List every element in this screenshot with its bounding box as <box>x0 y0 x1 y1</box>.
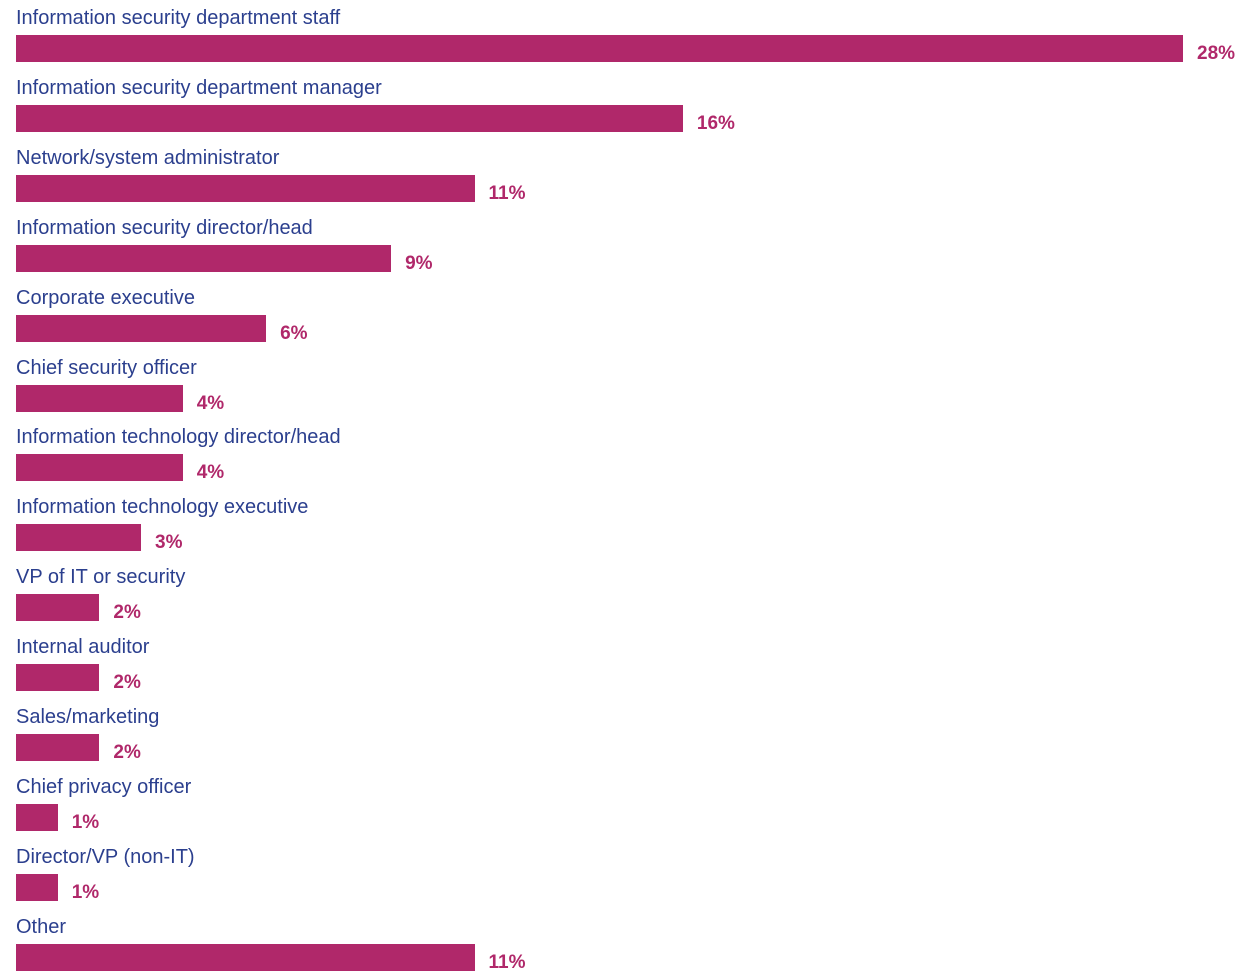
category-label: Corporate executive <box>16 286 195 309</box>
bar <box>16 873 58 901</box>
value-label: 1% <box>71 881 100 903</box>
value-label: 2% <box>113 742 141 763</box>
value-label: 9% <box>405 252 433 274</box>
bar <box>16 104 683 132</box>
category-label: Chief security officer <box>16 356 197 379</box>
category-label: Sales/marketing <box>16 706 160 728</box>
bar-row: Sales/marketing 2% <box>0 699 1242 769</box>
bar <box>16 594 100 622</box>
category-label: Information security department manager <box>16 76 382 99</box>
bar <box>16 244 392 272</box>
bar <box>16 664 100 692</box>
bar-row: Director/VP (non-IT) 1% <box>0 839 1242 909</box>
bar-row: Information security department manager 1… <box>0 70 1242 140</box>
bar-row: Internal auditor 2% <box>0 629 1242 699</box>
bar-row: Other 11% <box>0 909 1242 979</box>
category-label: Chief privacy officer <box>16 775 192 798</box>
bar-row: VP of IT or security 2% <box>0 559 1242 629</box>
bar <box>16 174 475 202</box>
category-label: Director/VP (non-IT) <box>16 845 195 868</box>
bar <box>16 734 100 761</box>
value-label: 28% <box>1197 43 1236 64</box>
category-label: Information security department staff <box>16 7 341 29</box>
bar-row: Information technology executive 3% <box>0 489 1242 559</box>
bar-row: Chief security officer 4% <box>0 350 1242 420</box>
category-label: Other <box>16 915 67 938</box>
category-label: Information technology director/head <box>16 426 341 449</box>
value-label: 1% <box>71 811 100 833</box>
bar <box>16 803 58 831</box>
bar-row: Information security director/head 9% <box>0 210 1242 280</box>
bar <box>16 943 475 971</box>
value-label: 3% <box>155 532 183 554</box>
value-label: 4% <box>196 392 225 414</box>
bar <box>16 314 267 342</box>
bar <box>16 35 1183 62</box>
category-label: VP of IT or security <box>16 566 186 589</box>
value-label: 2% <box>113 672 141 694</box>
value-label: 4% <box>196 462 225 484</box>
bar-row: Information technology director/head 4% <box>0 419 1242 489</box>
bar <box>16 384 183 412</box>
bar-row: Network/system administrator 11% <box>0 140 1242 210</box>
value-label: 11% <box>488 951 526 973</box>
value-label: 2% <box>113 602 141 624</box>
value-label: 11% <box>488 182 526 204</box>
bar-row: Chief privacy officer 1% <box>0 769 1242 839</box>
bar <box>16 454 183 482</box>
value-label: 16% <box>696 112 735 134</box>
bar-row: Information security department staff 28% <box>0 0 1242 70</box>
category-label: Information security director/head <box>16 216 313 239</box>
category-label: Network/system administrator <box>16 146 280 169</box>
category-label: Information technology executive <box>16 496 309 519</box>
bar <box>16 524 141 552</box>
category-label: Internal auditor <box>16 636 150 659</box>
bar-row: Corporate executive 6% <box>0 280 1242 350</box>
value-label: 6% <box>280 322 308 344</box>
